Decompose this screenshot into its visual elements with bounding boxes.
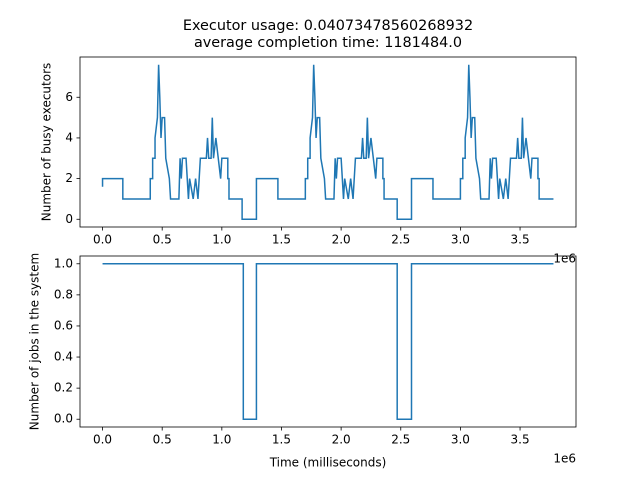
x-tick-label: 0.5: [153, 433, 172, 447]
y-tick-label: 0.8: [54, 287, 73, 301]
x-tick-label: 3.0: [451, 233, 470, 247]
y-axis-label: Number of busy executors: [40, 63, 54, 222]
y-tick-label: 6: [65, 90, 73, 104]
x-tick-label: 1.0: [212, 433, 231, 447]
y-tick-label: 1.0: [54, 256, 73, 270]
y-tick-label: 2: [65, 171, 73, 185]
y-tick-label: 0.0: [54, 412, 73, 426]
axes-frame: [79, 255, 577, 428]
y-tick-label: 4: [65, 130, 73, 144]
y-axis-label: Number of jobs in the system: [28, 253, 42, 430]
x-tick-label: 1.5: [272, 433, 291, 447]
x-tick-label: 0.5: [153, 233, 172, 247]
data-line: [102, 263, 554, 420]
y-tick-label: 0.6: [54, 318, 73, 332]
x-tick-label: 2.5: [391, 233, 410, 247]
x-tick-label: 1.0: [212, 233, 231, 247]
y-tick-label: 0.2: [54, 381, 73, 395]
x-tick-label: 2.5: [391, 433, 410, 447]
x-offset-label: 1e6: [553, 252, 576, 266]
y-tick-label: 0: [65, 212, 73, 226]
x-tick-label: 0.0: [93, 433, 112, 447]
chart-title: Executor usage: 0.04073478560268932: [183, 18, 473, 34]
y-tick-label: 0.4: [54, 350, 73, 364]
x-tick-label: 1.5: [272, 233, 291, 247]
axes-frame: [79, 56, 577, 228]
x-offset-label: 1e6: [553, 452, 576, 466]
x-tick-label: 3.5: [511, 433, 530, 447]
x-tick-label: 3.0: [451, 433, 470, 447]
x-tick-label: 0.0: [93, 233, 112, 247]
x-tick-label: 3.5: [511, 233, 530, 247]
chart-subtitle: average completion time: 1181484.0: [194, 35, 462, 51]
x-tick-label: 2.0: [332, 433, 351, 447]
data-line: [101, 64, 554, 221]
x-tick-label: 2.0: [332, 233, 351, 247]
x-axis-label: Time (milliseconds): [269, 456, 387, 470]
